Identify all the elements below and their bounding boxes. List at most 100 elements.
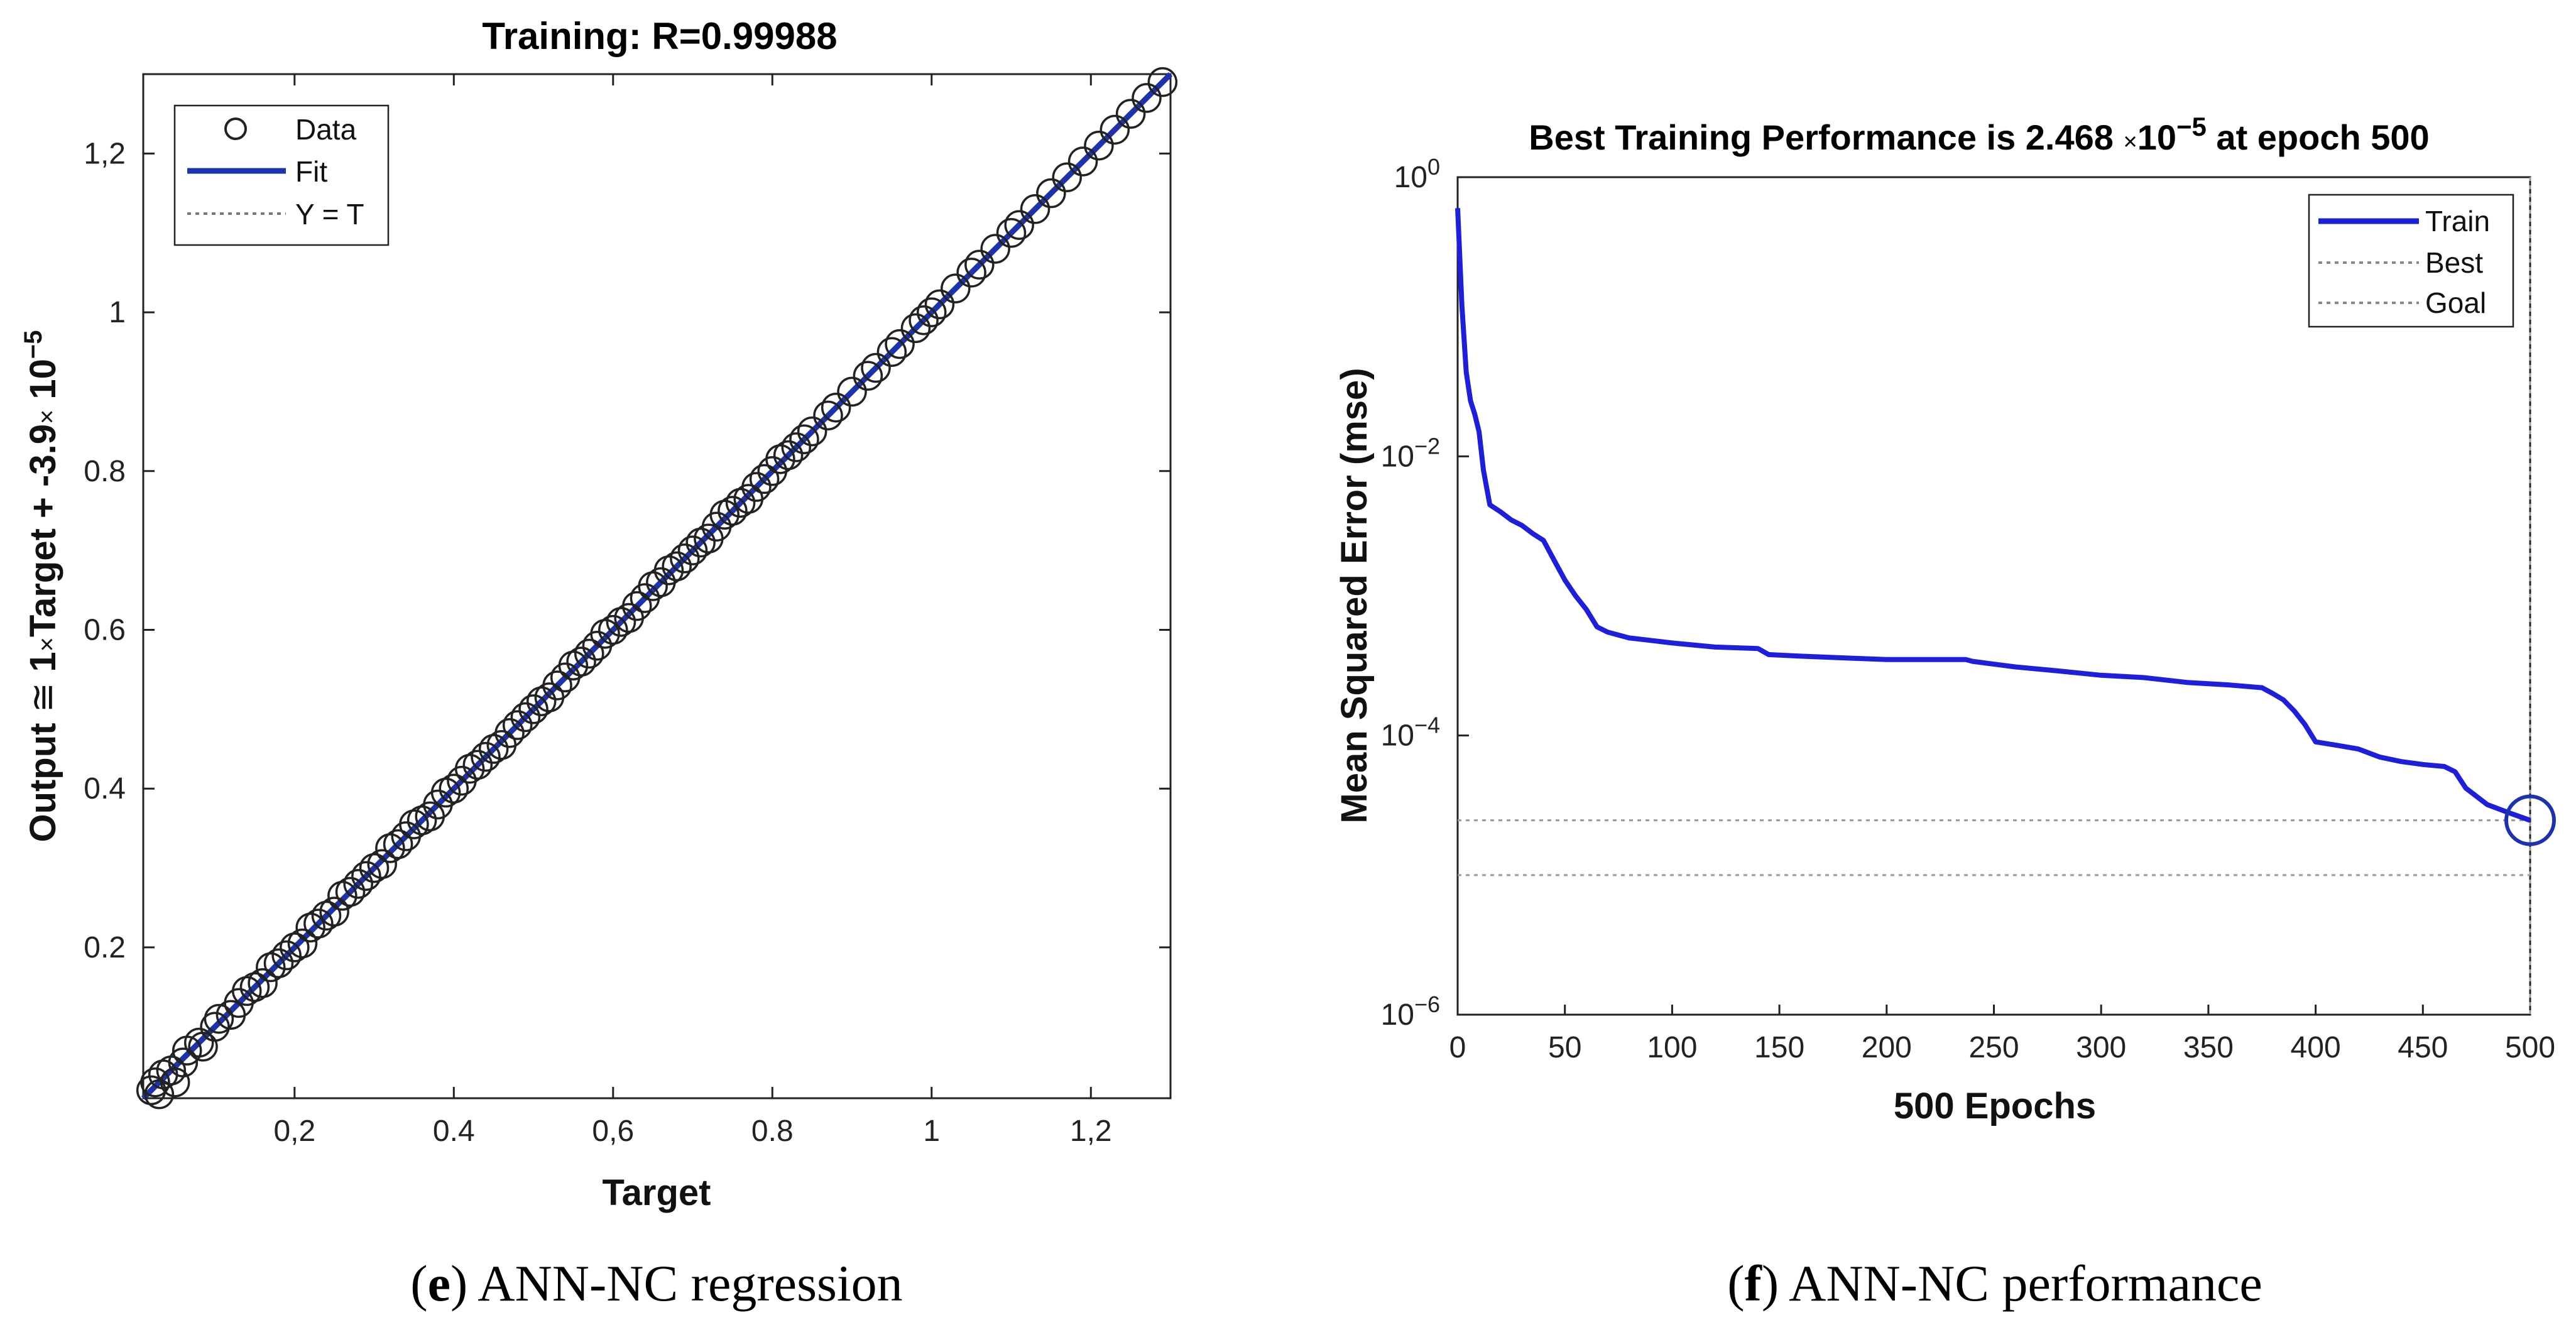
data-point <box>407 805 437 836</box>
performance-caption-letter: f <box>1745 1255 1763 1312</box>
x-tick-label: 400 <box>2291 1031 2341 1064</box>
data-point <box>956 258 986 288</box>
data-point <box>917 297 947 327</box>
performance-y-axis-label: Mean Squared Error (mse) <box>1334 368 1375 823</box>
performance-caption-text: ANN-NC performance <box>1779 1255 2262 1312</box>
ylabel-part-times2: × <box>33 410 61 424</box>
performance-x-axis-label: 500 Epochs <box>1894 1086 2096 1127</box>
data-point <box>160 1067 190 1098</box>
data-point <box>454 753 485 784</box>
data-point <box>183 1027 214 1058</box>
ylabel-part-one: 1 <box>23 652 63 682</box>
data-point <box>749 464 780 494</box>
data-point <box>239 972 270 1002</box>
data-point <box>343 869 373 899</box>
legend-train-label: Train <box>2425 205 2490 237</box>
data-point <box>502 710 533 740</box>
data-point <box>542 670 572 701</box>
title-part-exponent: −5 <box>2176 112 2207 141</box>
data-point <box>638 571 668 601</box>
data-point <box>335 876 366 907</box>
data-point <box>741 472 772 502</box>
regression-caption: (e) ANN-NC regression <box>410 1255 902 1312</box>
data-point <box>1036 178 1066 209</box>
regression-caption-letter: e <box>428 1255 450 1312</box>
data-point <box>590 619 620 649</box>
data-point <box>837 376 867 407</box>
legend-data-marker <box>224 117 247 140</box>
data-point <box>685 527 716 558</box>
data-point <box>662 551 692 582</box>
data-point <box>558 650 589 681</box>
data-point <box>909 305 939 336</box>
data-point <box>677 535 708 565</box>
data-point <box>319 897 349 927</box>
title-part-ten: 10 <box>2137 117 2176 157</box>
data-point <box>797 416 827 447</box>
data-point <box>606 607 636 637</box>
y-tick-label: 10−2 <box>1381 433 1440 473</box>
data-point <box>1052 162 1082 193</box>
title-part-times: × <box>2123 129 2137 155</box>
data-point <box>271 940 302 971</box>
data-point <box>518 694 548 724</box>
data-point <box>709 499 740 530</box>
data-point <box>876 337 907 367</box>
regression-caption-text: ANN-NC regression <box>467 1255 902 1312</box>
x-tick-label: 0,2 <box>273 1115 315 1148</box>
data-point <box>367 849 397 879</box>
data-point <box>964 249 995 280</box>
data-point <box>653 555 684 586</box>
data-point <box>1020 194 1051 224</box>
y-tick-exponent: −4 <box>1414 712 1440 738</box>
data-point <box>311 900 342 931</box>
x-tick-label: 200 <box>1862 1031 1912 1064</box>
data-point <box>566 646 596 677</box>
x-tick-label: 300 <box>2076 1031 2126 1064</box>
x-tick-label: 0,6 <box>592 1115 634 1148</box>
data-point <box>471 741 501 772</box>
y-tick-label: 10−4 <box>1381 712 1440 753</box>
data-point <box>287 928 318 959</box>
data-point <box>256 952 286 983</box>
y-tick-label: 1,2 <box>84 137 126 170</box>
legend-fit-label: Fit <box>295 155 327 188</box>
y-tick-base: 10 <box>1381 440 1414 473</box>
data-point <box>622 591 652 621</box>
best-point-marker <box>2504 794 2556 846</box>
data-point <box>295 912 325 943</box>
data-point <box>232 976 262 1007</box>
data-point <box>200 1012 230 1042</box>
x-tick-label: 450 <box>2398 1031 2448 1064</box>
performance-panel: Best Training Performance is 2.468 ×10−5… <box>1334 112 2556 1312</box>
data-point <box>351 861 381 891</box>
data-point <box>725 488 756 518</box>
performance-legend-box <box>2308 194 2514 328</box>
data-point <box>375 833 405 863</box>
y-tick-exponent: −2 <box>1414 433 1440 459</box>
data-point <box>1147 67 1178 97</box>
performance-legend: Train Best Goal <box>2308 194 2514 328</box>
data-point <box>900 313 931 344</box>
data-point <box>439 773 469 804</box>
y-tick-exponent: −6 <box>1414 991 1440 1017</box>
regression-title: Training: R=0.99988 <box>482 15 837 57</box>
ylabel-part-target: Target + -3.9 <box>23 424 63 637</box>
y-tick-label: 10−6 <box>1381 991 1440 1032</box>
x-tick-label: 100 <box>1647 1031 1697 1064</box>
data-point <box>1067 146 1098 177</box>
data-point <box>248 968 278 998</box>
data-point <box>144 1079 175 1110</box>
ylabel-part-exponent: −5 <box>19 330 47 359</box>
y-tick-exponent: 0 <box>1427 154 1440 180</box>
y-tick-base: 10 <box>1394 161 1427 194</box>
x-tick-label: 500 <box>2505 1031 2555 1064</box>
data-point <box>1004 210 1034 240</box>
x-tick-label: 1,2 <box>1070 1115 1112 1148</box>
title-part-lead: Best Training Performance is 2.468 <box>1529 117 2123 157</box>
y-tick-base: 10 <box>1381 719 1414 753</box>
data-point <box>140 1067 170 1098</box>
legend-yt-label: Y = T <box>295 198 364 231</box>
